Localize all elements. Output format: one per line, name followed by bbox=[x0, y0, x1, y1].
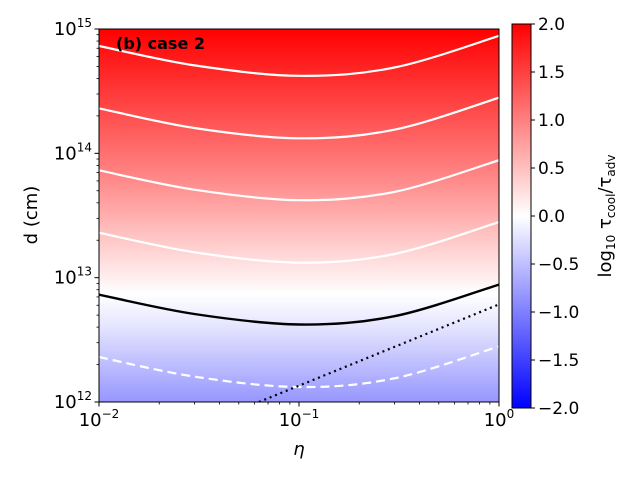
colorbar-tick-label: 2.0 bbox=[538, 15, 565, 35]
reference-line bbox=[258, 303, 499, 402]
colorbar-tick-label: −0.5 bbox=[538, 255, 579, 275]
colorbar-tick-label: 0.5 bbox=[538, 159, 565, 179]
colorbar-label: log10 τcool/τadv bbox=[595, 155, 618, 278]
colorbar-ticks: 2.0 1.5 1.0 0.5 0.0 −0.5 −1.0 −1.5 −2.0 bbox=[531, 15, 579, 419]
panel-label: (b) case 2 bbox=[116, 34, 205, 53]
y-tick-label: 1013 bbox=[54, 265, 92, 289]
y-axis-label: d (cm) bbox=[21, 186, 42, 245]
contour-line-0 bbox=[99, 345, 499, 389]
colorbar-tick-label: 0.0 bbox=[538, 207, 565, 227]
x-tick-label: 10−1 bbox=[279, 407, 320, 431]
colorbar-tick-label: 1.0 bbox=[538, 111, 565, 131]
contour-line-5 bbox=[99, 34, 499, 77]
x-axis: 10−2 10−1 100 bbox=[79, 402, 515, 431]
y-axis: 1012 1013 1014 1015 bbox=[54, 16, 99, 413]
contour-line-4 bbox=[99, 96, 499, 140]
colorbar bbox=[511, 23, 532, 409]
y-tick-label: 1015 bbox=[54, 16, 92, 40]
colorbar-tick-label: −1.0 bbox=[538, 303, 579, 323]
colorbar-tick-label: −2.0 bbox=[538, 399, 579, 419]
colorbar-tick-label: −1.5 bbox=[538, 351, 579, 371]
colorbar-tick-label: 1.5 bbox=[538, 63, 565, 83]
y-tick-label: 1014 bbox=[54, 140, 92, 164]
x-tick-label: 10−2 bbox=[79, 407, 120, 431]
contour-line-1 bbox=[99, 283, 499, 326]
contour-line-2 bbox=[99, 221, 499, 264]
x-axis-label: η bbox=[293, 439, 304, 460]
heatmap-field bbox=[99, 29, 499, 402]
contour-line-3 bbox=[99, 159, 499, 202]
x-tick-label: 100 bbox=[484, 407, 515, 431]
contour-lines bbox=[99, 34, 499, 389]
y-tick-label: 1012 bbox=[54, 389, 92, 413]
